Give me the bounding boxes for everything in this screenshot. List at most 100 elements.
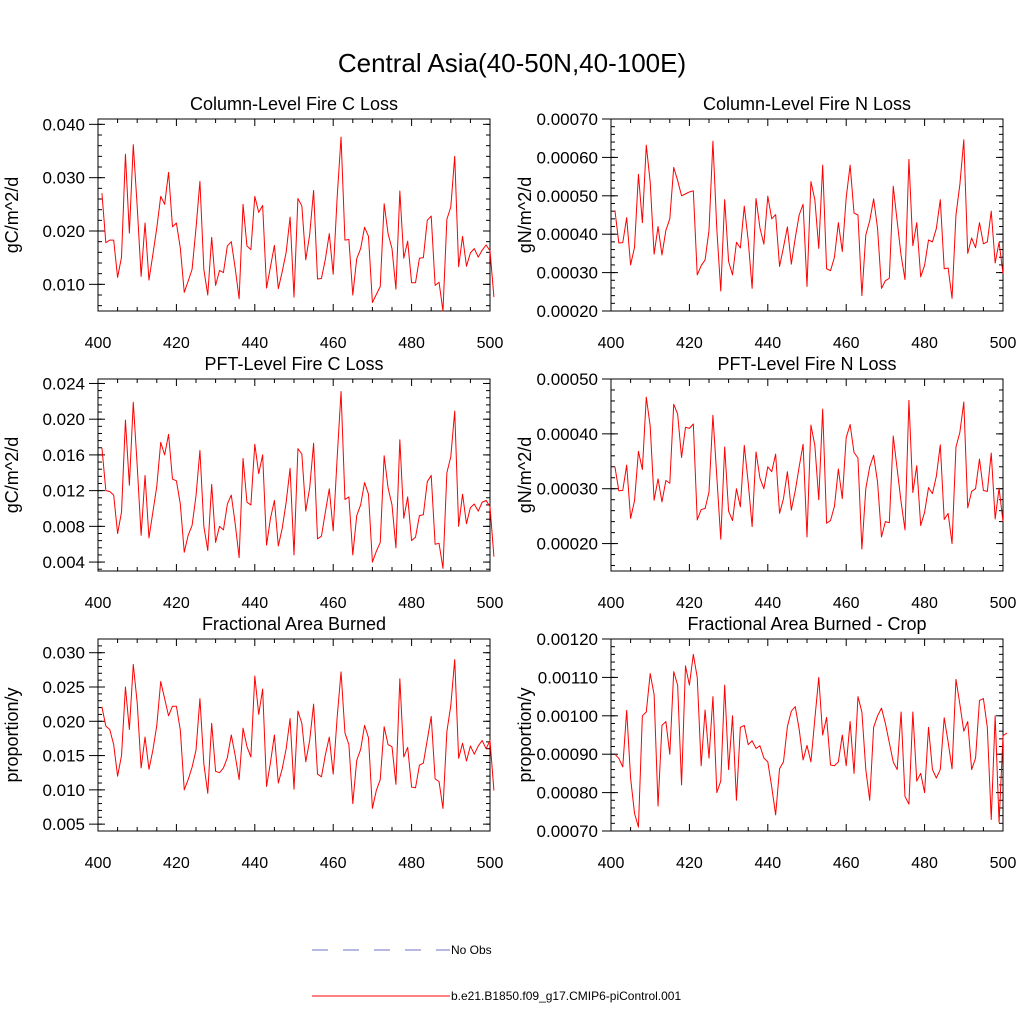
x-tick-label: 480 <box>911 855 938 872</box>
panel-title: Column-Level Fire N Loss <box>703 94 911 114</box>
y-tick-label: 0.00090 <box>537 745 598 764</box>
y-tick-label: 0.00110 <box>538 668 598 687</box>
y-tick-label: 0.00120 <box>537 630 598 649</box>
x-tick-label: 420 <box>163 855 190 872</box>
x-tick-label: 500 <box>990 595 1017 612</box>
panel-column-level-fire-n-loss: Column-Level Fire N Loss gN/m^2/d 400 420 44… <box>515 94 1016 352</box>
y-tick-label: 0.012 <box>42 482 85 501</box>
x-tick-label: 460 <box>833 595 860 612</box>
plot-frame <box>97 118 491 312</box>
y-tick-label: 0.00080 <box>537 784 598 803</box>
panel-fractional-area-burned: Fractional Area Burned proportion/y 400 420… <box>2 614 503 872</box>
y-tick-label: 0.024 <box>42 374 85 393</box>
legend-item-no-obs: No Obs <box>312 943 492 957</box>
x-tick-label: 440 <box>241 855 268 872</box>
x-tick-label: 460 <box>320 855 347 872</box>
y-axis-label: gC/m^2/d <box>2 177 22 253</box>
panel-title: Fractional Area Burned <box>202 614 386 634</box>
legend: No Obs b.e21.B1850.f09_g17.CMIP6-piContr… <box>312 943 681 1003</box>
y-tick-label: 0.025 <box>42 678 85 697</box>
x-tick-label: 400 <box>85 595 112 612</box>
y-tick-label: 0.00040 <box>537 425 598 444</box>
y-tick-label: 0.00030 <box>537 264 598 283</box>
x-tick-label: 420 <box>163 595 190 612</box>
legend-label-model: b.e21.B1850.f09_g17.CMIP6-piControl.001 <box>451 989 681 1003</box>
y-tick-label: 0.00050 <box>537 370 598 389</box>
series-line-fractional-area-burned-crop <box>614 653 1008 828</box>
x-tick-label: 420 <box>163 335 190 352</box>
y-axis-label: gN/m^2/d <box>515 437 535 513</box>
x-tick-label: 420 <box>676 335 703 352</box>
y-tick-label: 0.010 <box>42 781 85 800</box>
plot-frame <box>610 638 1004 832</box>
series-line-column-level-fire-n-loss <box>614 139 1004 299</box>
panel-title: Fractional Area Burned - Crop <box>687 614 926 634</box>
y-tick-label: 0.040 <box>42 115 85 134</box>
panel-title: PFT-Level Fire N Loss <box>717 354 896 374</box>
x-tick-label: 460 <box>833 335 860 352</box>
x-tick-label: 480 <box>398 595 425 612</box>
y-tick-label: 0.008 <box>42 517 85 536</box>
y-axis-label: proportion/y <box>515 687 535 782</box>
x-tick-label: 420 <box>676 595 703 612</box>
y-tick-label: 0.010 <box>42 275 85 294</box>
y-axis-label: proportion/y <box>2 687 22 782</box>
y-axis-label: gN/m^2/d <box>515 177 535 253</box>
x-tick-label: 460 <box>320 335 347 352</box>
y-tick-label: 0.00070 <box>537 822 598 841</box>
series-line-pft-level-fire-n-loss <box>614 396 1004 550</box>
x-tick-label: 400 <box>85 335 112 352</box>
x-tick-label: 500 <box>477 335 504 352</box>
main-title: Central Asia(40-50N,40-100E) <box>338 48 686 78</box>
y-tick-label: 0.020 <box>42 410 85 429</box>
x-tick-label: 400 <box>598 855 625 872</box>
panel-fractional-area-burned-crop: Fractional Area Burned - Crop proportion/… <box>515 614 1016 872</box>
panel-pft-level-fire-n-loss: PFT-Level Fire N Loss gN/m^2/d 400 420 440 46… <box>515 354 1016 612</box>
y-tick-label: 0.00040 <box>537 225 598 244</box>
x-tick-label: 440 <box>241 595 268 612</box>
y-axis-label: gC/m^2/d <box>2 437 22 513</box>
x-tick-label: 480 <box>398 335 425 352</box>
x-tick-label: 460 <box>320 595 347 612</box>
y-tick-label: 0.030 <box>42 169 85 188</box>
x-tick-label: 500 <box>477 595 504 612</box>
panel-title: Column-Level Fire C Loss <box>190 94 398 114</box>
panel-column-level-fire-c-loss: Column-Level Fire C Loss gC/m^2/d 400 420 44… <box>2 94 503 352</box>
panels: Column-Level Fire C Loss gC/m^2/d 400 420 44… <box>2 94 1016 872</box>
x-tick-label: 440 <box>754 855 781 872</box>
y-tick-label: 0.005 <box>42 815 85 834</box>
x-tick-label: 480 <box>911 595 938 612</box>
x-tick-label: 400 <box>598 595 625 612</box>
y-tick-label: 0.004 <box>42 553 85 572</box>
y-tick-label: 0.00020 <box>537 535 598 554</box>
panel-pft-level-fire-c-loss: PFT-Level Fire C Loss gC/m^2/d 400 420 440 46… <box>2 354 503 612</box>
x-tick-label: 440 <box>754 335 781 352</box>
plot-frame <box>97 638 491 832</box>
x-tick-label: 480 <box>911 335 938 352</box>
x-tick-label: 480 <box>398 855 425 872</box>
x-tick-label: 400 <box>598 335 625 352</box>
x-tick-label: 460 <box>833 855 860 872</box>
y-tick-label: 0.015 <box>42 747 85 766</box>
y-tick-label: 0.030 <box>42 644 85 663</box>
y-tick-label: 0.020 <box>42 712 85 731</box>
x-tick-label: 500 <box>990 855 1017 872</box>
series-line-column-level-fire-c-loss <box>101 136 495 312</box>
y-tick-label: 0.020 <box>42 222 85 241</box>
y-tick-label: 0.00050 <box>537 187 598 206</box>
y-tick-label: 0.016 <box>42 446 85 465</box>
series-line-pft-level-fire-c-loss <box>101 391 495 569</box>
legend-label-no-obs: No Obs <box>451 943 492 957</box>
x-tick-label: 500 <box>990 335 1017 352</box>
x-tick-label: 440 <box>241 335 268 352</box>
legend-item-model: b.e21.B1850.f09_g17.CMIP6-piControl.001 <box>312 989 681 1003</box>
y-tick-label: 0.00020 <box>537 302 598 321</box>
series-line-fractional-area-burned <box>101 659 495 809</box>
y-tick-label: 0.00100 <box>537 707 598 726</box>
y-tick-label: 0.00030 <box>537 480 598 499</box>
y-tick-label: 0.00070 <box>537 110 598 129</box>
y-tick-label: 0.00060 <box>537 148 598 167</box>
panel-title: PFT-Level Fire C Loss <box>204 354 383 374</box>
x-tick-label: 420 <box>676 855 703 872</box>
